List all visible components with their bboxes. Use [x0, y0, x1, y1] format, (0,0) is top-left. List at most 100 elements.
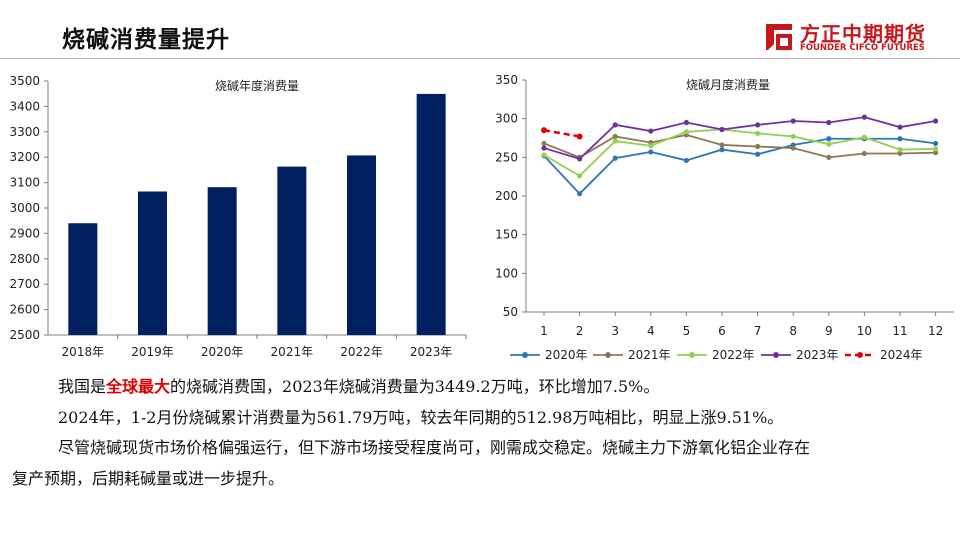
legend-label-2023年: 2023年 — [796, 348, 839, 362]
bar-2023年 — [416, 93, 446, 335]
series-point-2021年 — [826, 154, 832, 160]
bar-y-tick-label: 3500 — [9, 74, 40, 88]
line-chart-title: 烧碱月度消费量 — [686, 77, 770, 92]
page-title: 烧碱消费量提升 — [62, 27, 230, 53]
paragraph-2: 2024年，1-2月份烧碱累计消费量为561.79万吨，较去年同期的512.98… — [58, 407, 784, 427]
series-point-2023年 — [933, 118, 939, 124]
series-point-2022年 — [755, 130, 761, 136]
line-y-tick-label: 300 — [495, 112, 518, 126]
series-point-2023年 — [719, 126, 725, 133]
series-point-2021年 — [612, 133, 618, 140]
series-point-2020年 — [933, 140, 939, 147]
line-x-tick-label: 2 — [576, 324, 584, 338]
series-point-2023年 — [861, 114, 868, 120]
series-point-2023年 — [577, 156, 583, 162]
series-point-2020年 — [648, 149, 654, 155]
series-point-2022年 — [897, 147, 903, 153]
line-x-tick-label: 3 — [611, 324, 619, 338]
line-y-tick-label: 250 — [495, 150, 518, 164]
p1-highlight: 全球最大 — [106, 377, 171, 396]
bar-2021年 — [277, 166, 307, 335]
bar-2022年 — [347, 155, 376, 335]
series-point-2023年 — [541, 145, 547, 151]
series-point-2020年 — [755, 151, 761, 157]
title-divider — [0, 58, 960, 59]
line-x-tick-label: 4 — [647, 324, 655, 338]
series-point-2023年 — [683, 119, 690, 126]
series-line-2022年 — [543, 128, 936, 178]
series-point-2022年 — [577, 173, 583, 179]
series-point-2020年 — [612, 155, 618, 161]
paragraph-4: 复产预期，后期耗碱量或进一步提升。 — [12, 468, 285, 488]
series-point-2023年 — [612, 122, 618, 128]
p1-pre: 我国是 — [58, 377, 107, 396]
charts-canvas: 2500260027002800290030003100320033003400… — [9, 73, 954, 362]
bar-x-tick-label: 2021年 — [271, 345, 314, 359]
series-point-2021年 — [933, 150, 939, 156]
series-point-2023年 — [755, 122, 761, 128]
company-logo: 方正中期期货 FOUNDER CIFCO FUTURES — [764, 16, 952, 56]
line-x-tick-label: 1 — [540, 324, 548, 338]
bar-y-tick-label: 3100 — [9, 176, 40, 190]
bar-2018年 — [68, 223, 98, 335]
series-point-2020年 — [897, 136, 903, 142]
legend-label-2022年: 2022年 — [712, 348, 755, 362]
summary-text: 我国是全球最大的烧碱消费国，2023年烧碱消费量为3449.2万吨，环比增加7.… — [12, 372, 948, 494]
series-line-2023年 — [543, 116, 936, 160]
legend-marker-2024年 — [857, 352, 863, 358]
bar-x-tick-label: 2018年 — [62, 345, 105, 359]
bar-y-tick-label: 2600 — [9, 303, 40, 317]
series-point-2022年 — [612, 138, 618, 144]
series-point-2022年 — [933, 146, 939, 152]
series-point-2022年 — [683, 129, 690, 135]
legend-marker-2022年 — [689, 352, 695, 358]
series-point-2022年 — [648, 143, 654, 149]
logo-mark-icon — [766, 24, 792, 50]
legend-marker-2021年 — [605, 352, 611, 358]
series-point-2023年 — [897, 124, 903, 130]
line-x-tick-label: 7 — [754, 324, 762, 338]
line-x-tick-label: 12 — [928, 324, 943, 338]
logo-name-cn: 方正中期期货 — [800, 22, 926, 46]
legend-label-2024年: 2024年 — [880, 348, 923, 362]
series-point-2023年 — [826, 119, 832, 126]
legend-marker-2023年 — [773, 352, 779, 358]
bar-x-tick-label: 2023年 — [410, 345, 453, 359]
bar-2020年 — [207, 187, 237, 335]
logo-name-en: FOUNDER CIFCO FUTURES — [800, 43, 925, 53]
p1-post: 的烧碱消费国，2023年烧碱消费量为3449.2万吨，环比增加7.5%。 — [170, 377, 660, 396]
series-point-2021年 — [790, 145, 796, 151]
series-line-2024年 — [543, 129, 580, 138]
bar-y-tick-label: 3400 — [9, 99, 40, 113]
series-point-2022年 — [861, 134, 868, 140]
bar-y-tick-label: 2800 — [9, 252, 40, 266]
line-y-tick-label: 50 — [503, 305, 518, 319]
series-point-2021年 — [897, 150, 903, 157]
bar-y-tick-label: 3000 — [9, 201, 40, 215]
series-point-2022年 — [541, 152, 547, 158]
bar-chart-title: 烧碱年度消费量 — [215, 78, 299, 93]
series-point-2022年 — [826, 141, 832, 147]
series-point-2020年 — [719, 147, 725, 153]
legend-label-2020年: 2020年 — [545, 348, 588, 362]
paragraph-1: 我国是全球最大的烧碱消费国，2023年烧碱消费量为3449.2万吨，环比增加7.… — [58, 372, 948, 403]
series-point-2022年 — [790, 133, 796, 140]
line-x-tick-label: 5 — [683, 324, 691, 338]
paragraph-3: 尽管烧碱现货市场价格偏强运行，但下游市场接受程度尚可，刚需成交稳定。烧碱主力下游… — [58, 438, 811, 457]
series-point-2021年 — [719, 142, 725, 148]
series-point-2024年 — [576, 133, 583, 140]
series-point-2020年 — [826, 136, 832, 142]
bar-x-tick-label: 2019年 — [131, 345, 174, 359]
bar-x-tick-label: 2020年 — [201, 345, 244, 359]
series-point-2020年 — [577, 191, 583, 197]
line-y-tick-label: 350 — [495, 73, 518, 87]
legend-label-2021年: 2021年 — [628, 348, 671, 362]
legend-marker-2020年 — [522, 352, 528, 358]
series-point-2021年 — [541, 140, 547, 147]
bar-y-tick-label: 2700 — [9, 277, 40, 291]
bar-y-tick-label: 3300 — [9, 125, 40, 139]
line-y-tick-label: 150 — [495, 228, 518, 242]
series-point-2023年 — [790, 118, 796, 124]
series-line-2021年 — [543, 133, 936, 159]
series-point-2020年 — [683, 157, 690, 164]
